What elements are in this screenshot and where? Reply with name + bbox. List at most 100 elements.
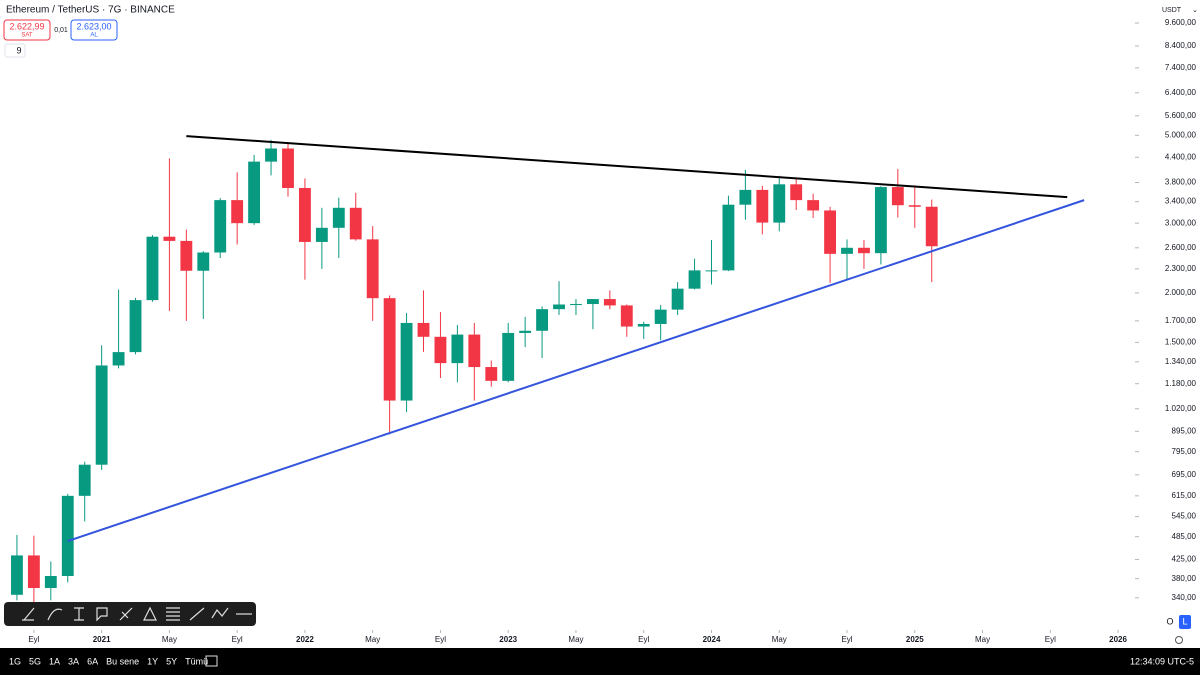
x-tick-label: 2021 — [93, 635, 111, 644]
candle-body — [265, 148, 277, 162]
candle-body — [282, 148, 294, 189]
y-tick-label: 7.400,00 — [1165, 63, 1197, 72]
candle-body — [366, 239, 379, 299]
settings-icon[interactable] — [1175, 636, 1183, 644]
tool-icon[interactable] — [143, 606, 157, 621]
buy-button[interactable] — [70, 19, 118, 41]
range-button[interactable]: 6A — [87, 656, 98, 666]
candle-body — [248, 161, 261, 224]
tool-icon[interactable] — [119, 607, 133, 621]
y-tick-label: 3.800,00 — [1165, 178, 1197, 187]
candle-body — [27, 555, 40, 588]
x-tick-label: 2025 — [906, 635, 924, 644]
y-tick-label: 895,00 — [1172, 426, 1197, 435]
x-tick-label: Eyl — [841, 635, 852, 644]
y-tick-label: 1.700,00 — [1165, 316, 1197, 325]
candle-body — [332, 207, 345, 228]
candle-body — [858, 247, 870, 254]
sell-label: SAT — [21, 33, 33, 39]
x-tick-label: 2023 — [499, 635, 517, 644]
x-tick-label: May — [568, 635, 583, 644]
y-tick-label: 615,00 — [1172, 491, 1197, 500]
trendline — [186, 135, 1068, 199]
candle-body — [620, 305, 633, 327]
y-tick-label: 9.600,00 — [1165, 18, 1197, 27]
currency: USDT — [1162, 7, 1182, 14]
candle-body — [11, 555, 23, 595]
y-tick-label: 4.400,00 — [1165, 152, 1197, 161]
candle-body — [485, 367, 498, 381]
indicator-toggle[interactable] — [4, 43, 26, 58]
candle-body — [129, 300, 142, 353]
x-tick-label: 2024 — [703, 635, 721, 644]
candle-body — [434, 336, 447, 364]
candle-body — [841, 247, 853, 254]
y-tick-label: 3.400,00 — [1165, 197, 1197, 206]
candle-body — [78, 464, 91, 496]
candle-body — [197, 252, 210, 271]
range-button[interactable]: Bu sene — [106, 656, 139, 666]
candle-body — [214, 200, 227, 253]
scale-button[interactable]: O — [1166, 616, 1173, 626]
candle-body — [112, 352, 125, 366]
candle-body — [773, 184, 786, 223]
candle-body — [349, 207, 362, 240]
range-button[interactable]: 1G — [9, 656, 21, 666]
y-tick-label: 340,00 — [1172, 593, 1197, 602]
tool-icon[interactable] — [74, 607, 84, 621]
candle-body — [671, 288, 684, 310]
plot — [11, 135, 1085, 615]
range-button[interactable]: Tümü — [185, 656, 208, 666]
date-range-icon[interactable] — [205, 655, 218, 667]
currency-arrow[interactable]: ⌄ — [1192, 7, 1198, 14]
symbol-title: Ethereum / TetherUS · 7G · BINANCE — [6, 5, 175, 16]
tool-icon[interactable] — [166, 607, 180, 621]
y-tick-label: 6.400,00 — [1165, 88, 1197, 97]
candle-body — [468, 334, 481, 368]
candle-body — [705, 270, 718, 272]
candle-body — [756, 189, 769, 223]
range-button[interactable]: 1Y — [147, 656, 158, 666]
tool-icon[interactable] — [189, 607, 205, 621]
y-tick-label: 2.000,00 — [1165, 288, 1197, 297]
candle-body — [553, 304, 565, 310]
scale-button[interactable]: L — [1182, 616, 1187, 626]
range-button[interactable]: 5Y — [166, 656, 177, 666]
indicator-count: 9 — [16, 45, 21, 55]
buy-label: AL — [90, 33, 98, 39]
tool-icon[interactable] — [47, 608, 63, 621]
candle-body — [451, 334, 464, 364]
candle-body — [519, 330, 532, 333]
candle-body — [637, 323, 650, 327]
tool-icon[interactable] — [96, 607, 108, 622]
tool-icon[interactable] — [211, 607, 229, 619]
scale-button-bg — [1179, 615, 1191, 629]
y-tick-label: 545,00 — [1172, 512, 1197, 521]
y-tick-label: 1.020,00 — [1165, 404, 1197, 413]
y-tick-label: 2.300,00 — [1165, 264, 1197, 273]
sell-price: 2.622,99 — [9, 21, 44, 31]
candle-body — [570, 304, 582, 306]
y-tick-label: 1.180,00 — [1165, 379, 1197, 388]
y-tick-label: 425,00 — [1172, 555, 1197, 564]
y-tick-label: 8.400,00 — [1165, 41, 1197, 50]
x-tick-label: Eyl — [232, 635, 243, 644]
range-button[interactable]: 1A — [49, 656, 60, 666]
candle-body — [925, 206, 938, 247]
x-tick-label: May — [772, 635, 787, 644]
x-tick-label: Eyl — [638, 635, 649, 644]
candle-body — [874, 187, 887, 254]
tool-icon[interactable] — [22, 607, 35, 621]
sell-button[interactable] — [3, 19, 51, 41]
trendline — [67, 199, 1085, 542]
y-tick-label: 1.500,00 — [1165, 338, 1197, 347]
range-button[interactable]: 5G — [29, 656, 41, 666]
candle-body — [586, 299, 599, 305]
candle-body — [315, 227, 328, 242]
candle-body — [824, 210, 837, 254]
range-button[interactable]: 3A — [68, 656, 79, 666]
y-tick-label: 485,00 — [1172, 532, 1197, 541]
y-tick-label: 695,00 — [1172, 470, 1197, 479]
y-tick-label: 5.600,00 — [1165, 111, 1197, 120]
